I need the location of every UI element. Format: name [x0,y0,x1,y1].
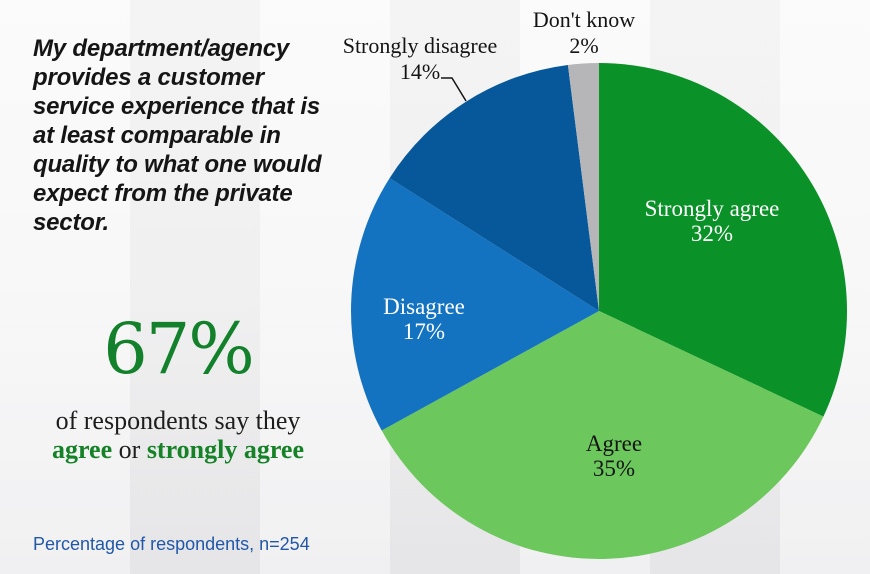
stat-caption-connector: or [112,435,147,464]
pie-slice-don-t-know [567,63,599,311]
pie-label-dont-know: Don't know 2% [532,7,636,58]
pie-label-strongly-agree: Strongly agree 32% [644,196,780,246]
stat-caption-strongly-agree: strongly agree [146,435,304,464]
stat-caption-agree: agree [51,435,113,464]
pie-slice-strongly-agree [599,62,848,417]
pie-label-agree: Agree 35% [585,431,643,481]
pie-label-disagree: Disagree 17% [383,294,465,344]
stat-caption: of respondents say they agree or strongl… [8,406,348,464]
stat-caption-line1: of respondents say they [55,406,301,435]
leader-line-strongly-disagree [441,77,467,102]
pie-slice-disagree [351,178,599,431]
survey-statement: My department/agency provides a customer… [33,35,322,236]
pie-slice-strongly-disagree [389,64,599,312]
pie-label-strongly-disagree: Strongly disagree 14% [342,33,498,84]
footnote: Percentage of respondents, n=254 [33,534,310,554]
stat-percent: 67% [103,308,255,390]
pie-slice-agree [381,311,824,559]
